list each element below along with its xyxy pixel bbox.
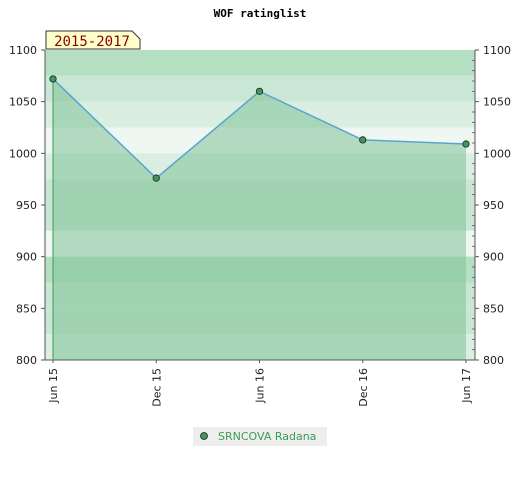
y-tick-label-left-800: 800 — [16, 354, 37, 367]
y-tick-label-left-950: 950 — [16, 199, 37, 212]
legend-marker — [200, 432, 208, 440]
legend-label: SRNCOVA Radana — [218, 430, 316, 443]
data-point-2 — [255, 87, 264, 95]
y-tick-label-left-1100: 1100 — [9, 44, 37, 57]
period-badge: 2015-2017 — [45, 30, 141, 50]
y-tick-label-right-1000: 1000 — [483, 147, 511, 160]
period-badge-text: 2015-2017 — [54, 34, 130, 50]
y-tick-label-left-1050: 1050 — [9, 96, 37, 109]
x-tick-label-0: Jun 15 — [47, 368, 60, 404]
y-tick-label-left-1000: 1000 — [9, 147, 37, 160]
legend: SRNCOVA Radana — [193, 427, 327, 446]
y-tick-label-left-900: 900 — [16, 251, 37, 264]
data-point-1 — [152, 174, 160, 182]
y-axis-right-ticks: 800 850 900 950 1000 1050 1100 — [472, 44, 511, 367]
y-tick-label-right-1050: 1050 — [483, 96, 511, 109]
x-tick-label-3: Dec 16 — [357, 368, 370, 407]
legend-box — [193, 427, 327, 446]
y-tick-label-right-1100: 1100 — [483, 44, 511, 57]
period-badge-box — [45, 30, 141, 50]
y-tick-label-left-850: 850 — [16, 302, 37, 315]
x-tick-label-1: Dec 15 — [150, 368, 163, 407]
x-tick-label-4: Jun 17 — [460, 368, 473, 404]
y-tick-label-right-800: 800 — [483, 354, 504, 367]
series-area — [53, 78, 466, 360]
x-axis-ticks: Jun 15 Dec 15 Jun 16 Dec 16 Jun 17 — [47, 360, 473, 407]
x-tick-label-2: Jun 16 — [254, 368, 267, 404]
data-markers — [49, 75, 470, 182]
data-point-4 — [462, 140, 470, 148]
y-tick-label-right-900: 900 — [483, 251, 504, 264]
data-point-0 — [49, 75, 57, 83]
y-tick-label-right-950: 950 — [483, 199, 504, 212]
data-point-3 — [359, 136, 367, 144]
band-0 — [45, 50, 475, 76]
chart-title: WOF ratinglist — [214, 7, 307, 20]
y-axis-left-ticks: 800 850 900 950 1000 1050 1100 — [9, 44, 45, 367]
area-fill-layer — [53, 78, 466, 360]
y-tick-label-right-850: 850 — [483, 302, 504, 315]
